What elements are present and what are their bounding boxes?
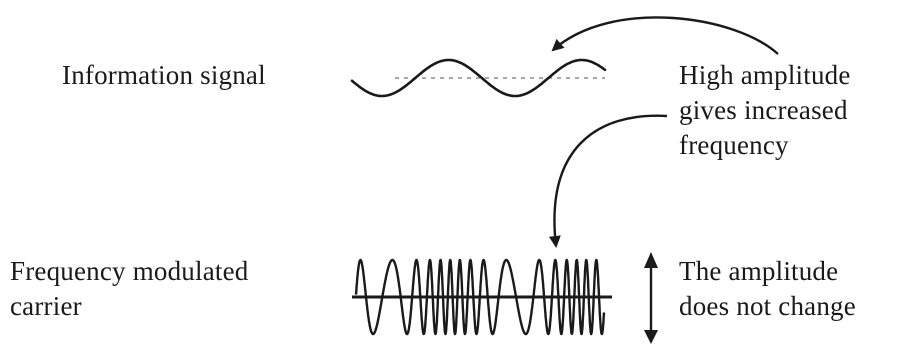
fm-carrier-label: Frequency modulated carrier bbox=[10, 256, 249, 321]
amplitude-double-arrow bbox=[644, 252, 658, 344]
arrow-to-carrier-compression bbox=[548, 114, 668, 248]
amplitude-no-change-annotation: The amplitude does not change bbox=[679, 256, 856, 321]
fm-carrier-curve bbox=[354, 258, 606, 336]
information-signal-curve bbox=[350, 58, 607, 98]
high-amplitude-annotation: High amplitude gives increased frequency bbox=[679, 60, 851, 160]
arrow-to-signal-peak bbox=[551, 16, 779, 55]
information-signal-label: Information signal bbox=[62, 60, 266, 90]
information-signal-wave bbox=[350, 58, 607, 98]
fm-carrier-wave bbox=[352, 258, 612, 336]
